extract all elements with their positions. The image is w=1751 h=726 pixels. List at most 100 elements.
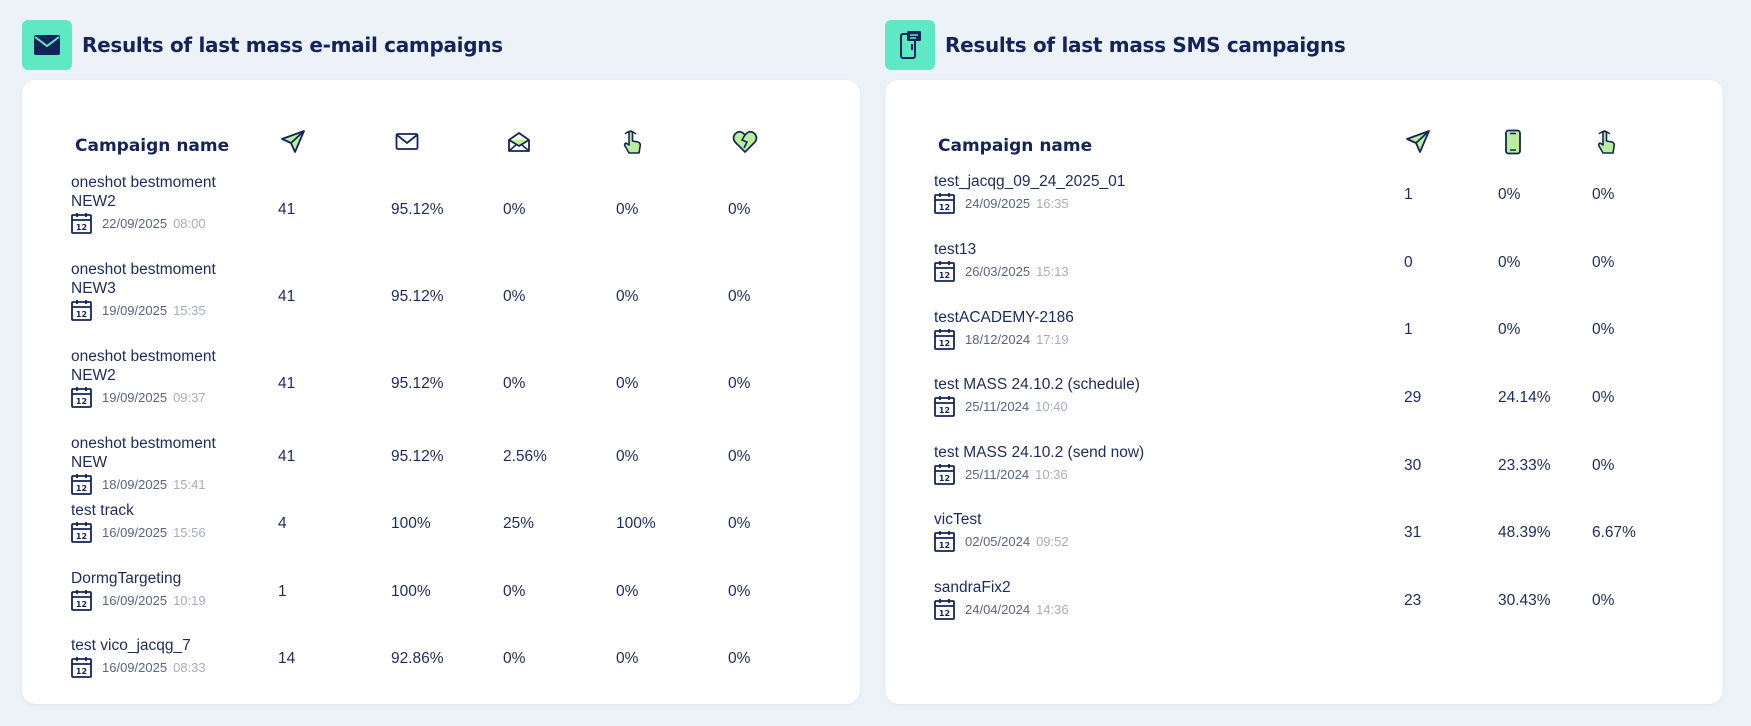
metric-value: 0%: [503, 288, 526, 305]
campaign-name[interactable]: test vico_jacqg_7: [71, 637, 191, 654]
campaign-cell: oneshot bestmoment NEW2 12 22/09/2025 08:00: [71, 173, 251, 234]
campaign-name[interactable]: test MASS 24.10.2 (send now): [934, 444, 1145, 461]
campaign-name[interactable]: oneshot bestmoment NEW2: [71, 348, 216, 384]
paper-plane-icon: [273, 122, 313, 162]
campaign-cell: test_jacqg_09_24_2025_01 12 24/09/2025 16:3…: [934, 172, 1254, 214]
table-row[interactable]: test MASS 24.10.2 (send now) 12 25/11/2024…: [885, 443, 1723, 493]
campaign-date: 22/09/2025: [102, 215, 168, 231]
table-row[interactable]: DormgTargeting 12 16/09/2025 10:19 1 100% 0% 0%…: [22, 569, 860, 619]
campaign-date: 24/04/2024: [965, 601, 1031, 617]
metric-value: 0%: [728, 288, 751, 305]
campaign-name[interactable]: vicTest: [934, 511, 982, 528]
svg-text:12: 12: [939, 271, 950, 280]
metric-value: 30: [1404, 457, 1422, 474]
table-row[interactable]: oneshot bestmoment NEW2 12 22/09/2025 08:00…: [22, 173, 860, 239]
metric-value: 0%: [503, 375, 526, 392]
campaign-name[interactable]: test MASS 24.10.2 (schedule): [934, 376, 1140, 393]
metric-value: 0%: [1498, 186, 1521, 203]
metric-value: 0%: [1498, 254, 1521, 271]
campaign-date-line: 12 16/09/2025 08:33: [71, 656, 251, 678]
table-row[interactable]: oneshot bestmoment NEW3 12 19/09/2025 15:35…: [22, 260, 860, 326]
envelope-open-icon: [499, 122, 539, 162]
sms-panel-header: Results of last mass SMS campaigns: [885, 20, 1346, 70]
table-row[interactable]: oneshot bestmoment NEW2 12 19/09/2025 09:37…: [22, 347, 860, 413]
calendar-icon: 12: [71, 521, 92, 543]
campaign-time: 15:35: [173, 302, 206, 318]
metric-value: 0%: [1592, 186, 1615, 203]
campaign-name[interactable]: oneshot bestmoment NEW2: [71, 174, 216, 210]
metric-value: 0%: [728, 650, 751, 667]
calendar-icon: 12: [71, 212, 92, 234]
table-row[interactable]: test_jacqg_09_24_2025_01 12 24/09/2025 16:3…: [885, 172, 1723, 222]
metric-value: 95.12%: [391, 375, 444, 392]
calendar-icon: 12: [934, 328, 955, 350]
table-row[interactable]: test MASS 24.10.2 (schedule) 12 25/11/2024…: [885, 375, 1723, 425]
campaign-name[interactable]: test track: [71, 502, 134, 519]
calendar-icon: 12: [71, 589, 92, 611]
metric-value: 0%: [1592, 592, 1615, 609]
table-row[interactable]: test vico_jacqg_7 12 16/09/2025 08:33 14 92.8…: [22, 636, 860, 686]
campaign-name[interactable]: oneshot bestmoment NEW: [71, 435, 216, 471]
metric-value: 100%: [391, 515, 431, 532]
svg-text:12: 12: [939, 203, 950, 212]
metric-value: 0%: [1498, 321, 1521, 338]
campaign-name[interactable]: sandraFix2: [934, 579, 1011, 596]
campaign-date: 16/09/2025: [102, 524, 168, 540]
campaign-date-line: 12 19/09/2025 15:35: [71, 299, 251, 321]
campaign-cell: oneshot bestmoment NEW 12 18/09/2025 15:41: [71, 434, 251, 495]
metric-value: 0%: [616, 448, 639, 465]
table-row[interactable]: test track 12 16/09/2025 15:56 4 100% 25% 100% 0…: [22, 501, 860, 551]
metric-value: 24.14%: [1498, 389, 1551, 406]
campaign-name[interactable]: test13: [934, 241, 977, 258]
email-campaigns-card: Campaign name oneshot bestmom: [22, 80, 860, 704]
campaign-date: 25/11/2024: [965, 398, 1030, 414]
campaign-cell: test13 12 26/03/2025 15:13: [934, 240, 1254, 282]
campaign-name[interactable]: testACADEMY-2186: [934, 309, 1074, 326]
metric-value: 25%: [503, 515, 535, 532]
table-row[interactable]: vicTest 12 02/05/2024 09:52 31 48.39% 6.67%: [885, 510, 1723, 560]
metric-value: 41: [278, 448, 296, 465]
metric-value: 23.33%: [1498, 457, 1551, 474]
metric-value: 0%: [503, 650, 526, 667]
metric-value: 23: [1404, 592, 1422, 609]
campaign-date-line: 12 25/11/2024 10:36: [934, 463, 1254, 485]
hand-pointer-icon: [612, 122, 652, 162]
svg-text:12: 12: [76, 532, 87, 541]
metric-value: 0%: [1592, 321, 1615, 338]
table-row[interactable]: testACADEMY-2186 12 18/12/2024 17:19 1 0% 0%: [885, 308, 1723, 358]
campaign-time: 10:19: [173, 592, 206, 608]
svg-text:12: 12: [939, 339, 950, 348]
table-row[interactable]: test13 12 26/03/2025 15:13 0 0% 0%: [885, 240, 1723, 290]
campaign-cell: test track 12 16/09/2025 15:56: [71, 501, 251, 543]
calendar-icon: 12: [71, 299, 92, 321]
metric-value: 0%: [503, 201, 526, 218]
metric-value: 0%: [1592, 457, 1615, 474]
campaign-time: 09:52: [1036, 533, 1069, 549]
campaign-name[interactable]: test_jacqg_09_24_2025_01: [934, 173, 1126, 190]
campaign-time: 08:00: [173, 215, 206, 231]
campaign-time: 15:56: [173, 524, 206, 540]
svg-text:12: 12: [939, 541, 950, 550]
metric-value: 0%: [503, 583, 526, 600]
calendar-icon: 12: [71, 386, 92, 408]
sms-campaigns-card: Campaign name test_jacqg_09_24_2025_01 12…: [885, 80, 1723, 704]
metric-value: 1: [278, 583, 287, 600]
table-row[interactable]: sandraFix2 12 24/04/2024 14:36 23 30.43% 0%: [885, 578, 1723, 628]
campaign-cell: oneshot bestmoment NEW2 12 19/09/2025 09:37: [71, 347, 251, 408]
campaign-cell: testACADEMY-2186 12 18/12/2024 17:19: [934, 308, 1254, 350]
svg-text:12: 12: [939, 406, 950, 415]
campaign-name[interactable]: oneshot bestmoment NEW3: [71, 261, 216, 297]
metric-value: 1: [1404, 321, 1413, 338]
broken-heart-icon: [725, 122, 765, 162]
metric-value: 4: [278, 515, 287, 532]
campaign-date-line: 12 24/09/2025 16:35: [934, 192, 1254, 214]
campaign-name[interactable]: DormgTargeting: [71, 570, 182, 587]
campaign-date-line: 12 19/09/2025 09:37: [71, 386, 251, 408]
metric-value: 0: [1404, 254, 1413, 271]
metric-value: 48.39%: [1498, 524, 1551, 541]
table-row[interactable]: oneshot bestmoment NEW 12 18/09/2025 15:41 4…: [22, 434, 860, 495]
metric-value: 0%: [728, 583, 751, 600]
email-panel-title: Results of last mass e-mail campaigns: [82, 33, 503, 57]
metric-value: 30.43%: [1498, 592, 1551, 609]
metric-value: 0%: [728, 375, 751, 392]
